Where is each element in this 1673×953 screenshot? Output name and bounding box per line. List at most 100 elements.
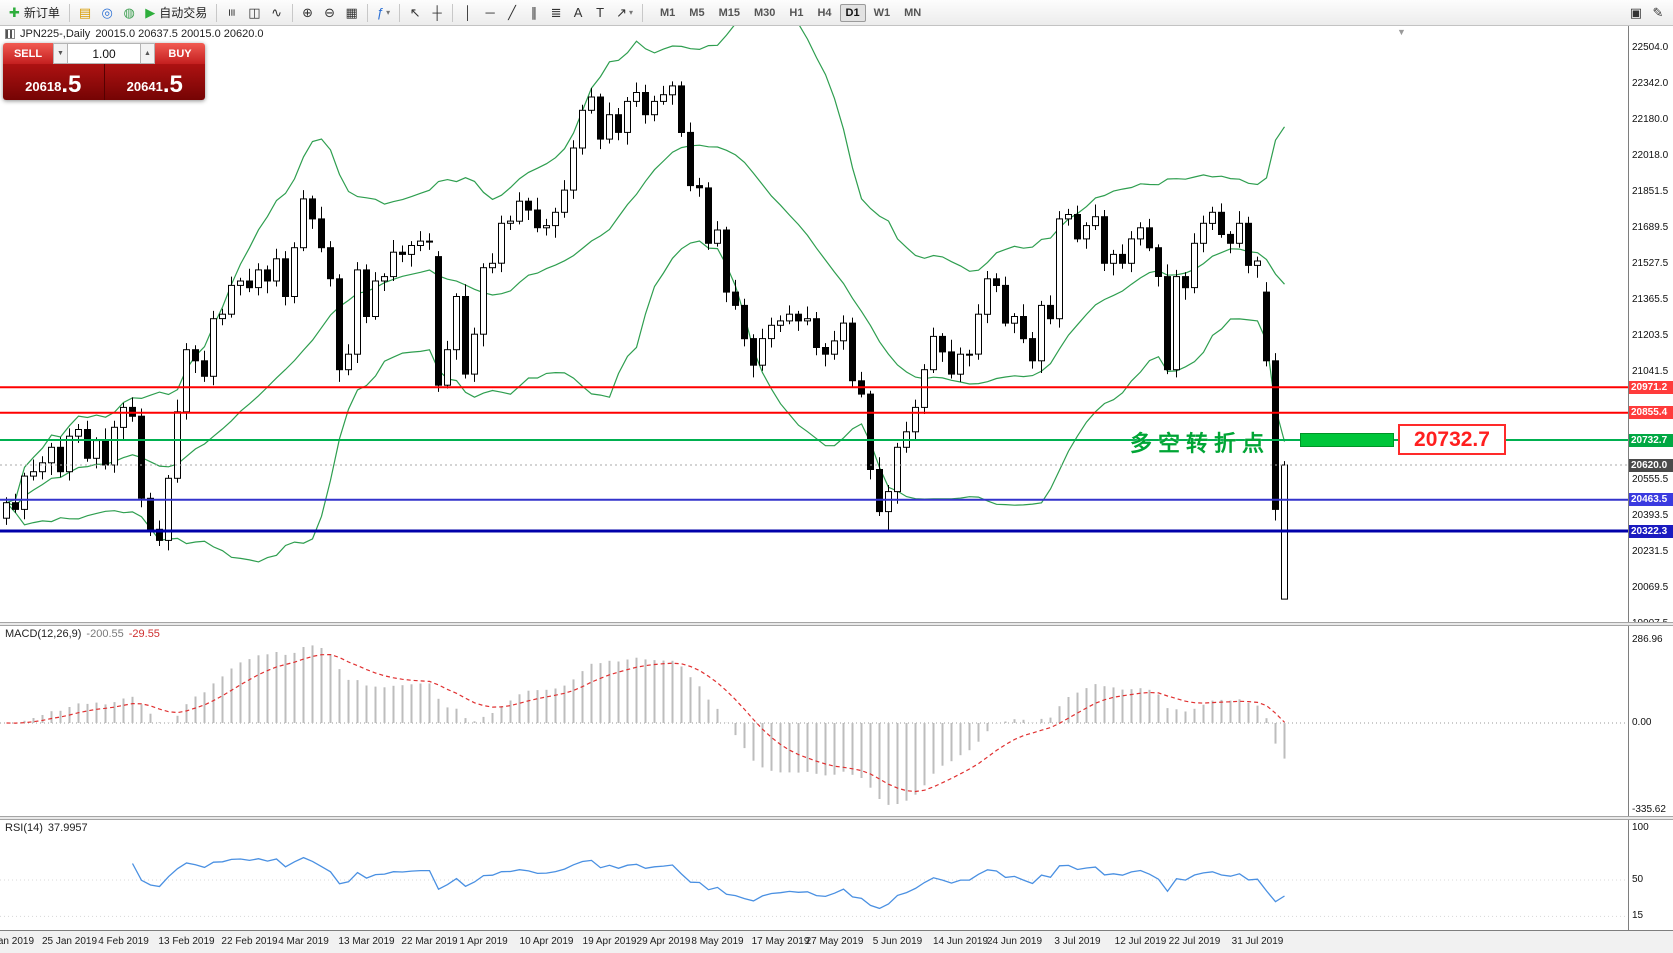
crosshair-icon[interactable]: ┼: [427, 3, 447, 23]
buy-price-main: 20641: [126, 79, 163, 94]
buy-button[interactable]: BUY: [155, 43, 205, 64]
time-axis-label: 16 Jan 2019: [0, 936, 35, 947]
horizontal-line-icon[interactable]: ─: [480, 3, 500, 23]
timeframe-m15-button[interactable]: M15: [718, 6, 740, 19]
lot-size-input[interactable]: 1.00: [68, 43, 140, 64]
time-axis-label: 24 Jun 2019: [986, 936, 1043, 947]
time-axis-label: 13 Mar 2019: [338, 936, 395, 947]
fibonacci-icon[interactable]: ≣: [546, 3, 566, 23]
time-axis-label: 10 Apr 2019: [519, 936, 574, 947]
autotrade-button[interactable]: ▶ 自动交易: [141, 3, 211, 23]
macd-panel: 286.96 0.00 -335.62 MACD(12,26,9) -200.55 …: [0, 626, 1673, 816]
time-axis-label: 19 Apr 2019: [582, 936, 637, 947]
price-line-badge: 20463.5: [1629, 493, 1673, 507]
timeframe-h4-button[interactable]: H4: [817, 6, 832, 19]
toolbar-separator: [399, 3, 401, 22]
timeframe-w1-button[interactable]: W1: [873, 6, 891, 19]
panel-splitter[interactable]: [0, 816, 1673, 820]
timeframe-m1-button[interactable]: M1: [660, 6, 676, 19]
price-scale[interactable]: 22504.0 22342.0 22180.0 22018.0 21851.5 21689…: [1628, 26, 1673, 622]
bollinger-lower: [6, 240, 1286, 563]
level-price-label: 20732.7: [1398, 424, 1506, 455]
time-axis-label: 14 Jun 2019: [932, 936, 989, 947]
sell-button[interactable]: SELL: [3, 43, 53, 64]
buy-price[interactable]: 20641.5: [104, 64, 205, 100]
profiles-icon[interactable]: ▤: [75, 3, 95, 23]
rsi-line: [131, 856, 1285, 910]
price-chart[interactable]: [0, 26, 1628, 622]
text-icon: A: [573, 5, 583, 20]
edit-icon[interactable]: ✎: [1648, 3, 1668, 23]
price-line-badge: 20620.0: [1629, 458, 1673, 472]
time-axis-label: 27 May 2019: [805, 936, 864, 947]
turning-point-annotation: 多空转折点: [1130, 431, 1271, 456]
macd-name: MACD(12,26,9): [5, 628, 82, 640]
candlestick-series: [3, 81, 1288, 600]
market-watch-icon: ◎: [101, 5, 113, 20]
time-axis-label: 3 Jul 2019: [1054, 936, 1101, 947]
time-axis-label: 22 Jul 2019: [1168, 936, 1221, 947]
new-order-button[interactable]: ✚ 新订单: [5, 3, 64, 23]
text-icon[interactable]: A: [568, 3, 588, 23]
macd-chart: [0, 645, 1628, 805]
arrow-tools-icon[interactable]: ↗ ▾: [612, 3, 637, 23]
price-tick: 21527.5: [1632, 258, 1669, 270]
price-tick: 21851.5: [1632, 186, 1669, 198]
cursor-icon: ↖: [409, 5, 421, 20]
lot-decrease-button[interactable]: ▼: [53, 43, 68, 64]
rsi-panel: 100 50 15 RSI(14) 37.9957: [0, 820, 1673, 930]
candlestick-chart-icon[interactable]: ◫: [244, 3, 264, 23]
zoom-in-icon: ⊕: [302, 5, 313, 20]
price-tick: 19907.5: [1632, 618, 1668, 623]
data-window-icon: ◍: [123, 5, 135, 20]
time-axis-label: 12 Jul 2019: [1114, 936, 1167, 947]
zoom-in-icon[interactable]: ⊕: [298, 3, 318, 23]
autotrade-icon: ▶: [145, 5, 156, 20]
time-axis-label: 4 Mar 2019: [278, 936, 329, 947]
ohlc-values: 20015.0 20637.5 20015.0 20620.0: [95, 28, 264, 40]
level-highlight-rect[interactable]: [1300, 433, 1394, 447]
timeframe-m30-button[interactable]: M30: [753, 6, 776, 19]
data-window-icon[interactable]: ◍: [119, 3, 139, 23]
time-axis-label: 22 Feb 2019: [221, 936, 278, 947]
timeframe-m5-button[interactable]: M5: [689, 6, 705, 19]
zoom-out-icon[interactable]: ⊖: [320, 3, 340, 23]
timeframe-h1-button[interactable]: H1: [789, 6, 804, 19]
chart-window-icon[interactable]: ▣: [1626, 3, 1646, 23]
rsi-scale: 100 50 15: [1628, 820, 1673, 930]
time-axis-label: 13 Feb 2019: [158, 936, 215, 947]
lot-increase-button[interactable]: ▲: [140, 43, 155, 64]
macd-tick: -335.62: [1632, 804, 1666, 815]
cursor-icon[interactable]: ↖: [405, 3, 425, 23]
timeframe-mn-button[interactable]: MN: [904, 6, 922, 19]
text-label-icon[interactable]: T: [590, 3, 610, 23]
market-watch-icon[interactable]: ◎: [97, 3, 117, 23]
price-line-badge: 20322.3: [1629, 524, 1673, 538]
arrow-tools-icon: ↗: [616, 5, 627, 20]
vertical-line-icon[interactable]: │: [458, 3, 478, 23]
bollinger-middle: [6, 144, 1285, 507]
timeframe-d1-button[interactable]: D1: [839, 3, 866, 22]
macd-scale: 286.96 0.00 -335.62: [1628, 626, 1673, 816]
chevron-down-icon: ▾: [386, 8, 391, 17]
macd-main-value: -200.55: [86, 628, 124, 640]
indicators-icon[interactable]: ƒ ▾: [373, 3, 394, 23]
tile-windows-icon[interactable]: ▦: [342, 3, 362, 23]
price-tick: 20555.5: [1632, 473, 1669, 485]
price-tick: 22504.0: [1632, 41, 1669, 53]
chart-shift-marker-icon[interactable]: ▼: [1397, 27, 1406, 37]
bar-chart-icon: ≡: [224, 8, 240, 17]
price-level-lines[interactable]: [0, 386, 1628, 533]
trendline-icon[interactable]: ╱: [502, 3, 522, 23]
timeframe-switcher: M1 M5 M15 M30 H1 H4 D1 W1 MN: [653, 3, 928, 22]
sell-price[interactable]: 20618.5: [3, 64, 105, 100]
macd-histogram: [14, 645, 1286, 805]
bar-chart-icon[interactable]: ≡: [222, 3, 242, 23]
panel-splitter[interactable]: [0, 622, 1673, 626]
toolbar-separator: [216, 3, 218, 22]
channel-icon[interactable]: ∥: [524, 3, 544, 23]
price-tick: 20393.5: [1632, 509, 1669, 521]
line-chart-icon[interactable]: ∿: [267, 3, 287, 23]
buy-price-frac: .5: [162, 71, 183, 98]
